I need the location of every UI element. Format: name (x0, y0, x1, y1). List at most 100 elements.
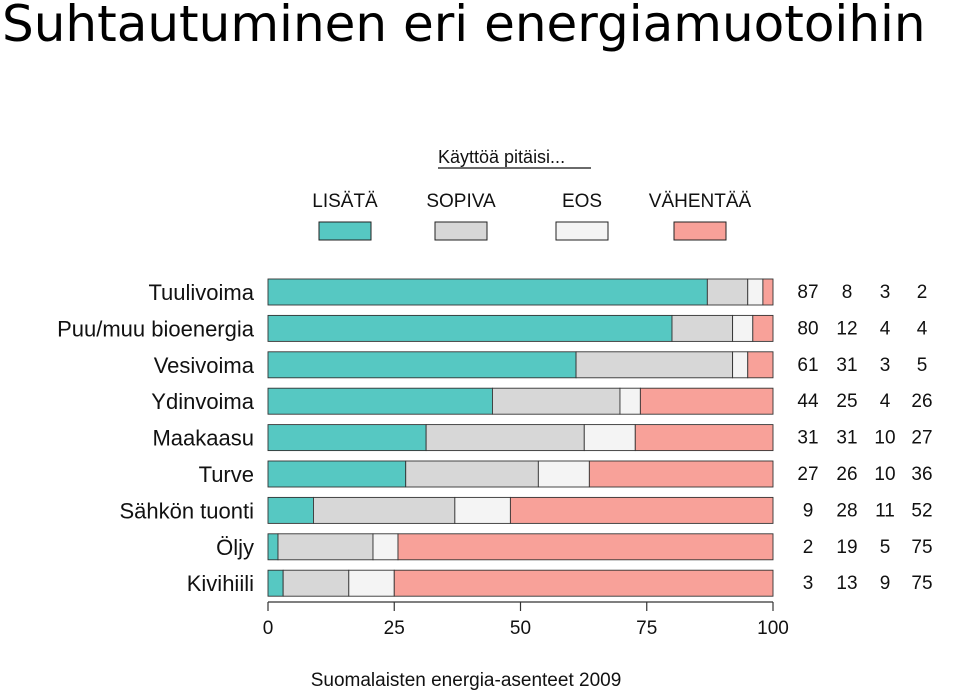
bar-ydinvoima-lisata (267, 387, 493, 415)
bar-maakaasu-eos (583, 424, 636, 452)
bar-sahkon-tuonti-vahentaa (509, 496, 774, 524)
legend-label-sopiva: SOPIVA (426, 191, 496, 212)
value-label-ydinvoima-lisata: 44 (797, 391, 819, 412)
value-label-ydinvoima-sopiva: 25 (836, 391, 857, 412)
value-label-oljy-vahentaa: 75 (911, 537, 932, 558)
bar-oljy-vahentaa (397, 533, 774, 561)
chart-caption: Suomalaisten energia-asenteet 2009 (311, 670, 622, 691)
bar-kivihiili-lisata (267, 569, 284, 597)
bar-turve-sopiva (405, 460, 539, 488)
value-label-oljy-sopiva: 19 (836, 537, 857, 558)
value-label-turve-sopiva: 26 (836, 464, 857, 485)
bar-vesivoima-vahentaa (747, 351, 774, 379)
legend-swatch-sopiva (434, 221, 488, 241)
legend-swatch-vahentaa (673, 221, 727, 241)
value-label-kivihiili-eos: 9 (880, 573, 891, 594)
value-label-oljy-lisata: 2 (803, 537, 814, 558)
bar-maakaasu-lisata (267, 424, 427, 452)
value-label-sahkon-tuonti-eos: 11 (875, 500, 895, 521)
legend-label-eos: EOS (562, 191, 602, 212)
bar-kivihiili-eos (348, 569, 395, 597)
value-label-ydinvoima-eos: 4 (880, 391, 891, 412)
bar-ydinvoima-eos (619, 387, 641, 415)
value-label-turve-vahentaa: 36 (911, 464, 932, 485)
slide-title: Suhtautuminen eri energiamuotoihin (2, 0, 926, 53)
value-label-vesivoima-sopiva: 31 (836, 355, 857, 376)
legend-swatch-lisata (318, 221, 372, 241)
bar-puu-muu-bioenergia-lisata (267, 314, 673, 342)
category-label-kivihiili: Kivihiili (187, 571, 254, 596)
bar-vesivoima-lisata (267, 351, 577, 379)
bar-tuulivoima-lisata (267, 278, 708, 306)
value-label-vesivoima-eos: 3 (880, 355, 891, 376)
value-label-turve-lisata: 27 (797, 464, 818, 485)
bar-ydinvoima-vahentaa (639, 387, 774, 415)
bar-sahkon-tuonti-sopiva (313, 496, 456, 524)
bar-puu-muu-bioenergia-sopiva (671, 314, 734, 342)
legend: LISÄTÄ SOPIVA EOS VÄHENTÄÄ (312, 191, 752, 241)
value-label-puu-muu-bioenergia-eos: 4 (880, 318, 891, 339)
value-label-puu-muu-bioenergia-vahentaa: 4 (917, 318, 928, 339)
category-label-tuulivoima: Tuulivoima (148, 280, 254, 305)
bar-sahkon-tuonti-eos (454, 496, 511, 524)
bar-tuulivoima-vahentaa (762, 278, 774, 306)
value-label-maakaasu-sopiva: 31 (836, 428, 857, 449)
x-tick-label-0: 0 (263, 618, 274, 639)
value-label-kivihiili-lisata: 3 (803, 573, 814, 594)
category-label-turve: Turve (199, 462, 254, 487)
value-label-kivihiili-vahentaa: 75 (911, 573, 932, 594)
bar-vesivoima-sopiva (575, 351, 734, 379)
category-label-oljy: Öljy (216, 535, 254, 560)
bar-turve-vahentaa (588, 460, 774, 488)
bar-maakaasu-vahentaa (634, 424, 774, 452)
value-label-maakaasu-vahentaa: 27 (911, 428, 932, 449)
bar-turve-lisata (267, 460, 407, 488)
value-label-tuulivoima-lisata: 87 (797, 282, 818, 303)
x-axis: 0 25 50 75 100 (263, 601, 789, 639)
category-label-sahkon-tuonti: Sähkön tuonti (119, 498, 254, 523)
legend-label-lisata: LISÄTÄ (312, 191, 378, 212)
x-tick-label-50: 50 (510, 618, 531, 639)
category-label-vesivoima: Vesivoima (154, 353, 255, 378)
bars (267, 278, 774, 597)
value-label-maakaasu-lisata: 31 (797, 428, 818, 449)
bar-oljy-lisata (267, 533, 279, 561)
legend-swatch-eos (555, 221, 609, 241)
value-label-oljy-eos: 5 (880, 537, 891, 558)
x-tick-label-75: 75 (636, 618, 657, 639)
value-label-maakaasu-eos: 10 (874, 428, 895, 449)
x-tick-label-100: 100 (757, 618, 789, 639)
value-label-puu-muu-bioenergia-sopiva: 12 (836, 318, 857, 339)
bar-tuulivoima-eos (747, 278, 764, 306)
category-labels: Tuulivoima Puu/muu bioenergia Vesivoima Ydi… (57, 280, 255, 596)
bar-puu-muu-bioenergia-eos (732, 314, 754, 342)
value-label-puu-muu-bioenergia-lisata: 80 (797, 318, 818, 339)
bar-oljy-eos (372, 533, 399, 561)
bar-kivihiili-vahentaa (393, 569, 774, 597)
bar-oljy-sopiva (277, 533, 374, 561)
legend-label-vahentaa: VÄHENTÄÄ (649, 191, 752, 212)
category-label-puu-muu-bioenergia: Puu/muu bioenergia (57, 316, 255, 341)
value-label-tuulivoima-vahentaa: 2 (917, 282, 928, 303)
value-label-sahkon-tuonti-lisata: 9 (803, 500, 814, 521)
bar-ydinvoima-sopiva (491, 387, 621, 415)
bar-vesivoima-eos (732, 351, 749, 379)
bar-tuulivoima-sopiva (706, 278, 749, 306)
x-tick-label-25: 25 (384, 618, 405, 639)
value-label-sahkon-tuonti-vahentaa: 52 (911, 500, 932, 521)
bar-sahkon-tuonti-lisata (267, 496, 314, 524)
value-label-vesivoima-lisata: 61 (797, 355, 818, 376)
value-label-kivihiili-sopiva: 13 (836, 573, 857, 594)
value-label-ydinvoima-vahentaa: 26 (911, 391, 932, 412)
bar-puu-muu-bioenergia-vahentaa (752, 314, 774, 342)
bar-turve-eos (537, 460, 590, 488)
category-label-ydinvoima: Ydinvoima (151, 389, 254, 414)
legend-title: Käyttöä pitäisi... (438, 147, 565, 167)
bar-maakaasu-sopiva (425, 424, 585, 452)
value-label-vesivoima-vahentaa: 5 (917, 355, 928, 376)
bar-kivihiili-sopiva (282, 569, 350, 597)
category-label-maakaasu: Maakaasu (152, 426, 254, 451)
value-label-tuulivoima-sopiva: 8 (842, 282, 853, 303)
